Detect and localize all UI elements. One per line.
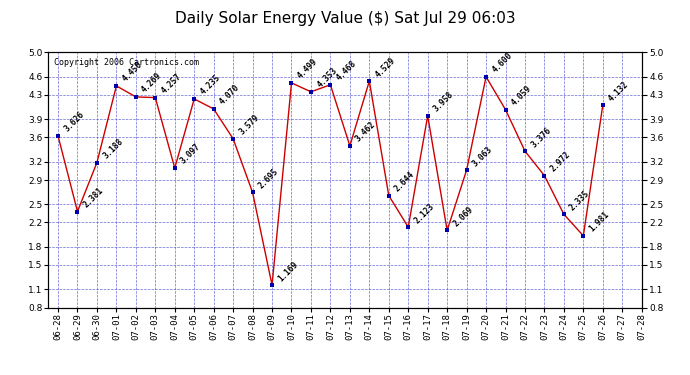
Text: 4.450: 4.450	[121, 60, 144, 84]
Point	[461, 167, 472, 173]
Point	[500, 106, 511, 112]
Point	[520, 148, 531, 154]
Point	[442, 228, 453, 234]
Point	[91, 159, 102, 165]
Text: 2.381: 2.381	[81, 186, 106, 209]
Point	[52, 133, 63, 139]
Text: 1.169: 1.169	[276, 260, 300, 283]
Point	[188, 96, 199, 102]
Point	[364, 78, 375, 84]
Text: 3.626: 3.626	[62, 110, 86, 134]
Point	[598, 102, 609, 108]
Point	[325, 82, 336, 88]
Text: 2.695: 2.695	[257, 166, 280, 190]
Point	[169, 165, 180, 171]
Text: Daily Solar Energy Value ($) Sat Jul 29 06:03: Daily Solar Energy Value ($) Sat Jul 29 …	[175, 11, 515, 26]
Point	[286, 80, 297, 86]
Point	[150, 94, 161, 100]
Point	[111, 83, 122, 89]
Text: 4.269: 4.269	[140, 71, 164, 95]
Text: Copyright 2006 Cartronics.com: Copyright 2006 Cartronics.com	[55, 58, 199, 67]
Text: 2.972: 2.972	[549, 150, 572, 174]
Text: 3.958: 3.958	[432, 90, 455, 114]
Text: 4.353: 4.353	[315, 66, 339, 90]
Text: 2.335: 2.335	[568, 189, 591, 212]
Point	[383, 192, 394, 198]
Text: 3.188: 3.188	[101, 137, 125, 160]
Point	[403, 224, 414, 230]
Text: 4.468: 4.468	[335, 59, 358, 82]
Text: 4.059: 4.059	[510, 84, 533, 108]
Point	[422, 113, 433, 119]
Text: 3.376: 3.376	[529, 125, 553, 149]
Text: 2.123: 2.123	[413, 201, 436, 225]
Text: 4.529: 4.529	[373, 56, 397, 79]
Point	[72, 209, 83, 214]
Point	[130, 94, 141, 100]
Point	[578, 233, 589, 239]
Point	[306, 89, 317, 95]
Point	[228, 136, 239, 142]
Text: 1.981: 1.981	[587, 210, 611, 234]
Text: 4.070: 4.070	[218, 83, 241, 107]
Text: 4.132: 4.132	[607, 80, 631, 103]
Text: 3.063: 3.063	[471, 144, 494, 168]
Text: 2.069: 2.069	[451, 205, 475, 228]
Point	[208, 106, 219, 112]
Text: 3.579: 3.579	[237, 113, 261, 136]
Point	[266, 282, 277, 288]
Point	[247, 189, 258, 195]
Point	[480, 74, 491, 80]
Text: 4.499: 4.499	[295, 57, 319, 81]
Text: 3.462: 3.462	[354, 120, 377, 144]
Text: 2.644: 2.644	[393, 170, 417, 194]
Point	[539, 172, 550, 178]
Point	[558, 211, 569, 217]
Text: 4.235: 4.235	[199, 73, 222, 97]
Text: 4.257: 4.257	[159, 72, 183, 96]
Text: 3.097: 3.097	[179, 142, 203, 166]
Point	[344, 143, 355, 149]
Text: 4.600: 4.600	[490, 51, 514, 75]
